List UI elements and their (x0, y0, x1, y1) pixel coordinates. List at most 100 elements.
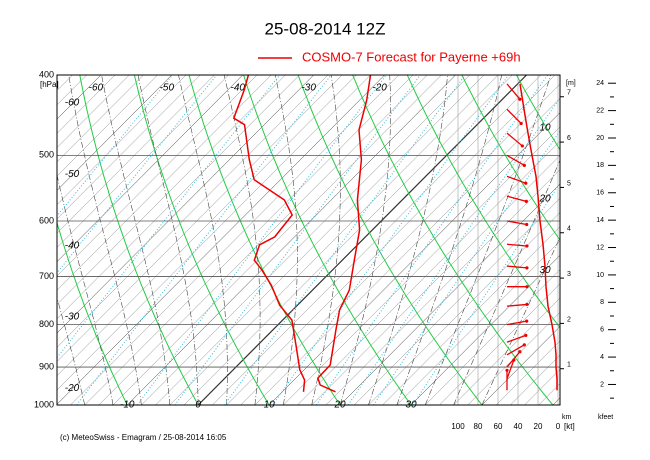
dry-adiabat (79, 75, 199, 405)
moist-adiabat (453, 159, 560, 405)
isotherm (197, 75, 527, 405)
km-tick-label: 7 (567, 90, 571, 97)
isotherm (624, 75, 650, 405)
isotherm (268, 112, 560, 405)
profile-line (317, 75, 372, 393)
y-tick-label: 700 (39, 271, 54, 281)
isotherm (57, 75, 272, 291)
y-tick-label: 400 (39, 69, 54, 79)
isotherm (98, 75, 428, 405)
kft-tick-label: 24 (596, 80, 604, 87)
legend-label: COSMO-7 Forecast for Payerne +69h (302, 49, 521, 64)
isotherm (141, 75, 470, 405)
km-tick-label: 1 (567, 362, 571, 369)
km-axis-label: km (562, 414, 572, 421)
y-tick-label: 800 (39, 319, 54, 329)
mixing-ratio-line (373, 130, 560, 405)
isotherm (0, 75, 16, 405)
wind-barb-head (518, 350, 522, 354)
y-tick-label: 900 (39, 361, 54, 371)
wind-barb (506, 132, 523, 147)
wind-unit-label: [kt] (564, 422, 575, 431)
isotherm-label: -60 (89, 83, 104, 94)
dry-adiabat (297, 75, 483, 405)
isotherm (57, 75, 215, 234)
wind-barb (506, 154, 525, 166)
wind-barb-head (525, 302, 529, 307)
moist-adiabat (101, 75, 171, 405)
kft-tick-label: 16 (596, 190, 604, 197)
isotherm (410, 254, 560, 405)
footer: (c) MeteoSwiss - Emagram / 25-08-2014 16… (60, 433, 227, 442)
kft-tick-label: 12 (596, 244, 604, 251)
wind-barb (506, 320, 527, 326)
km-tick-label: 2 (567, 316, 571, 323)
kft-tick-label: 14 (596, 217, 604, 224)
kft-tick-label: 8 (600, 299, 604, 306)
dry-adiabat (406, 75, 560, 329)
isotherm (581, 75, 650, 405)
chart-title: 25-08-2014 12Z (265, 19, 386, 38)
wind-barb-head (520, 144, 524, 148)
wind-tick-label: 40 (514, 422, 523, 431)
isotherm (57, 75, 144, 163)
isotherm-label: -30 (301, 83, 316, 94)
wind-tick-label: 20 (534, 422, 543, 431)
wind-barb (506, 344, 525, 356)
isotherm (567, 75, 650, 405)
isotherm (396, 240, 560, 405)
isotherm (382, 226, 560, 405)
isotherm (57, 75, 357, 377)
wind-barb (506, 359, 515, 380)
wind-tick-label: 80 (474, 422, 483, 431)
wind-barb-head (525, 319, 529, 323)
isotherm (57, 75, 286, 305)
isotherm-label: -40 (231, 83, 246, 94)
isotherm-label: -20 (372, 83, 387, 94)
wind-barb-head (518, 97, 522, 101)
wind-barb (506, 83, 521, 100)
isotherm (325, 169, 560, 405)
isotherm (57, 75, 102, 120)
y-tick-label: 1000 (34, 399, 54, 409)
isotherm (311, 155, 560, 405)
plot-frame (56, 74, 561, 406)
y-axis-label: [hPa] (40, 80, 59, 89)
isotherm (57, 75, 130, 148)
isotherm (368, 212, 560, 405)
wind-barb (506, 175, 527, 184)
wind-barb-head (524, 199, 528, 203)
y-tick-label: 500 (39, 150, 54, 160)
km-tick-label: 6 (567, 135, 571, 142)
y-tick-label: 600 (39, 215, 54, 225)
background-lines (0, 75, 650, 405)
kft-tick-label: 20 (596, 135, 604, 142)
isotherm (57, 75, 314, 334)
dry-adiabat (352, 75, 554, 405)
isotherm-label: -50 (160, 83, 175, 94)
kft-tick-label: 22 (596, 107, 604, 114)
isotherm-label: -50 (65, 169, 80, 180)
isotherm (226, 75, 556, 405)
kft-axis-label: kfeet (598, 414, 613, 421)
isotherm (0, 75, 30, 405)
kft-tick-label: 10 (596, 272, 604, 279)
wind-barb (506, 195, 527, 202)
wind-tick-label: 100 (451, 422, 465, 431)
isotherm (0, 75, 44, 405)
isotherm (439, 283, 560, 405)
isotherm (155, 75, 485, 405)
isotherm-label: -60 (65, 98, 80, 109)
wind-barb-head (524, 181, 528, 185)
isotherm (57, 75, 187, 205)
wind-tick-label: 0 (556, 422, 561, 431)
moist-adiabat (223, 75, 261, 405)
isotherm (254, 98, 560, 405)
dry-adiabat (516, 75, 560, 151)
profiles (232, 75, 558, 393)
moist-adiabat (0, 75, 56, 405)
isotherm (610, 75, 650, 405)
wind-barb-head (522, 163, 526, 167)
wind-barb-head (512, 358, 516, 362)
isotherm (57, 75, 73, 91)
